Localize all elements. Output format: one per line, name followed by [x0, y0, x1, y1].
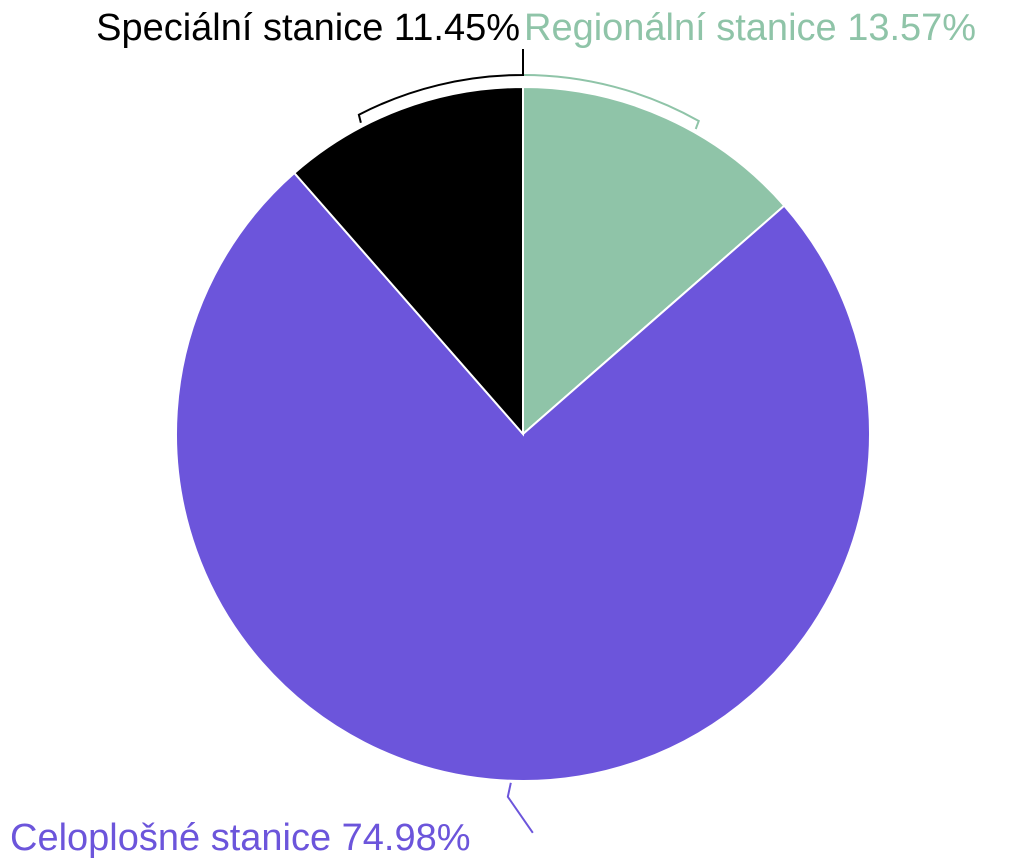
pie-slices	[175, 85, 871, 782]
slice-labels: Regionální stanice 13.57% Celoplošné sta…	[10, 7, 976, 859]
label-celoplosne-stanice: Celoplošné stanice 74.98%	[10, 817, 471, 859]
pie-slice-1	[175, 171, 871, 782]
leader-line-0	[522, 74, 700, 130]
leader-lines	[357, 49, 700, 834]
label-specialni-stanice: Speciální stanice 11.45%	[96, 7, 520, 49]
label-regionalni-stanice: Regionální stanice 13.57%	[524, 7, 976, 49]
leader-line-1	[506, 782, 534, 834]
leader-line-2	[357, 49, 524, 123]
pie-slice-2	[292, 85, 524, 437]
pie-slice-0	[522, 85, 786, 437]
